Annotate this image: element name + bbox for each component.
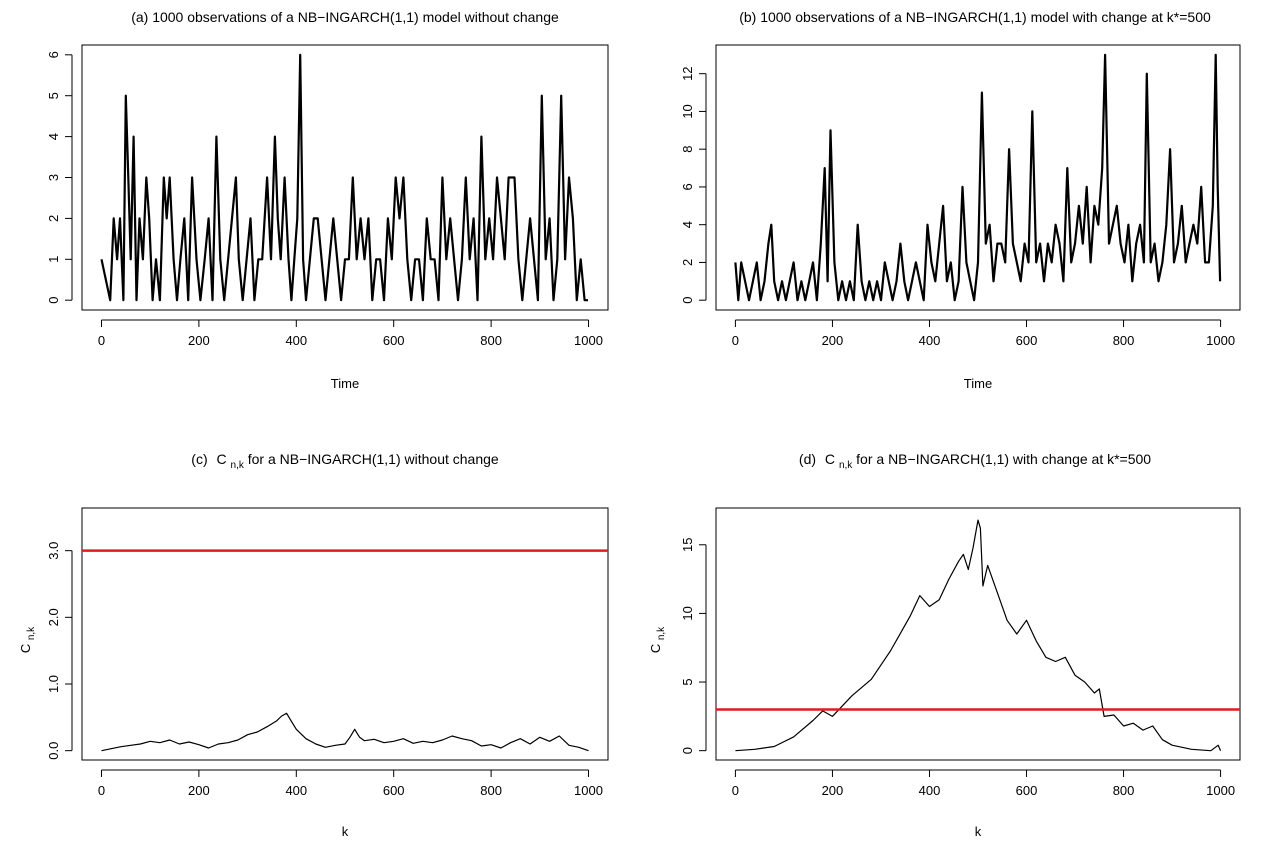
panel-c-y-axis-title: C n,k xyxy=(18,626,37,653)
panel-d-x-tick-label: 200 xyxy=(822,783,844,798)
panel-a-series-line xyxy=(100,53,588,302)
panel-d-x-axis-title: k xyxy=(975,824,982,839)
panel-d: (d) C n,k for a NB−INGARCH(1,1) with cha… xyxy=(648,451,1241,839)
panel-a-x-tick-label: 200 xyxy=(188,333,210,348)
panel-b-y-tick-label: 2 xyxy=(680,259,695,266)
panel-a-y-tick-label: 1 xyxy=(46,256,61,263)
panel-c-x-tick-label: 800 xyxy=(480,783,502,798)
panel-a-x-tick-label: 600 xyxy=(383,333,405,348)
panel-c-title-stat-subscript: n,k xyxy=(231,460,245,471)
panel-b-plot-area: 0 200 400 600 800 1000 0 2 4 6 8 10 12 xyxy=(680,44,1241,348)
panel-a-x-tick-label: 0 xyxy=(98,333,105,348)
panel-b-x-tick-label: 800 xyxy=(1113,333,1135,348)
panel-d-plot-area: 0 200 400 600 800 1000 0 5 10 15 xyxy=(680,507,1241,798)
panel-a-y-tick-label: 3 xyxy=(46,174,61,181)
panel-d-title-stat: C xyxy=(825,451,835,467)
panel-c-y-axis-subscript: n,k xyxy=(26,626,37,640)
panel-a-y-tick-label: 5 xyxy=(46,92,61,99)
panel-b-y-tick-label: 10 xyxy=(680,104,695,118)
panel-c-x-tick-label: 600 xyxy=(383,783,405,798)
panel-d-title-stat-subscript: n,k xyxy=(839,460,853,471)
panel-d-title-prefix: (d) xyxy=(799,451,816,467)
panel-d-title-suffix: for a NB−INGARCH(1,1) with change at k*=… xyxy=(856,451,1151,467)
panel-a: (a) 1000 observations of a NB−INGARCH(1,… xyxy=(46,9,609,391)
panel-d-y-axis-subscript: n,k xyxy=(656,626,667,640)
panel-c-x-tick-label: 0 xyxy=(98,783,105,798)
panel-a-y-tick-label: 4 xyxy=(46,133,61,140)
panel-d-x-tick-label: 1000 xyxy=(1206,783,1235,798)
panel-b-x-tick-label: 600 xyxy=(1016,333,1038,348)
panel-b-y-tick-label: 12 xyxy=(680,66,695,80)
svg-text:C n,k: C n,k xyxy=(18,626,37,653)
panel-c-title-prefix: (c) xyxy=(191,451,207,467)
panel-a-title: (a) 1000 observations of a NB−INGARCH(1,… xyxy=(131,9,559,25)
panel-a-y-tick-label: 2 xyxy=(46,215,61,222)
panel-d-x-tick-label: 600 xyxy=(1016,783,1038,798)
panel-d-x-tick-label: 0 xyxy=(732,783,739,798)
panel-b-x-tick-label: 200 xyxy=(822,333,844,348)
panel-c-title: (c) C n,k for a NB−INGARCH(1,1) without … xyxy=(191,451,499,471)
panel-b-frame xyxy=(715,44,1241,311)
panel-a-y-tick-label: 6 xyxy=(46,51,61,58)
panel-d-y-tick-label: 10 xyxy=(680,606,695,620)
panel-c-x-tick-label: 400 xyxy=(285,783,307,798)
panel-a-plot-area: 0 200 400 600 800 1000 0 1 2 3 4 5 6 xyxy=(46,44,609,348)
svg-text:C n,k: C n,k xyxy=(648,626,667,653)
panel-c-x-tick-label: 1000 xyxy=(574,783,603,798)
panel-d-y-axis-title: C n,k xyxy=(648,626,667,653)
panel-b-x-tick-label: 0 xyxy=(732,333,739,348)
panel-a-y-tick-label: 0 xyxy=(46,297,61,304)
panel-a-x-axis-title: Time xyxy=(331,376,359,391)
panel-c-y-tick-label: 3.0 xyxy=(46,542,61,560)
panel-a-x-tick-label: 800 xyxy=(480,333,502,348)
panel-d-y-axis-symbol: C xyxy=(648,644,663,653)
panel-b-x-tick-label: 400 xyxy=(919,333,941,348)
panel-b-y-tick-label: 0 xyxy=(680,297,695,304)
panel-c-y-tick-label: 2.0 xyxy=(46,608,61,626)
panel-d-y-tick-label: 0 xyxy=(680,747,695,754)
panel-b-x-axis-title: Time xyxy=(964,376,992,391)
panel-c-title-stat: C xyxy=(217,451,227,467)
panel-c-x-tick-label: 200 xyxy=(188,783,210,798)
panel-d-x-tick-label: 400 xyxy=(919,783,941,798)
panel-b: (b) 1000 observations of a NB−INGARCH(1,… xyxy=(680,9,1241,391)
panel-a-x-tick-label: 400 xyxy=(285,333,307,348)
panel-b-series-line xyxy=(734,53,1222,302)
panel-d-x-tick-label: 800 xyxy=(1113,783,1135,798)
panel-a-x-tick-label: 1000 xyxy=(574,333,603,348)
panel-c-y-axis-symbol: C xyxy=(18,644,33,653)
panel-b-y-tick-label: 8 xyxy=(680,146,695,153)
panel-b-y-tick-label: 4 xyxy=(680,221,695,228)
panel-c-plot-area: 0 200 400 600 800 1000 0.0 1.0 2.0 3.0 xyxy=(46,507,609,798)
panel-c-x-axis-title: k xyxy=(342,824,349,839)
panel-d-frame xyxy=(715,507,1241,761)
panel-b-title: (b) 1000 observations of a NB−INGARCH(1,… xyxy=(739,9,1211,25)
panel-c-frame xyxy=(81,507,609,761)
panel-c-y-tick-label: 1.0 xyxy=(46,675,61,693)
panel-c-series-line xyxy=(101,712,589,752)
panel-b-x-tick-label: 1000 xyxy=(1206,333,1235,348)
panel-d-y-tick-label: 5 xyxy=(680,678,695,685)
panel-d-series-line xyxy=(735,519,1222,752)
panel-d-title: (d) C n,k for a NB−INGARCH(1,1) with cha… xyxy=(799,451,1151,471)
panel-b-y-tick-label: 6 xyxy=(680,183,695,190)
panel-a-frame xyxy=(81,44,609,311)
panel-c-y-tick-label: 0.0 xyxy=(46,742,61,760)
panel-d-y-tick-label: 15 xyxy=(680,538,695,552)
panel-c-title-suffix: for a NB−INGARCH(1,1) without change xyxy=(248,451,499,467)
panel-c: (c) C n,k for a NB−INGARCH(1,1) without … xyxy=(18,451,609,839)
